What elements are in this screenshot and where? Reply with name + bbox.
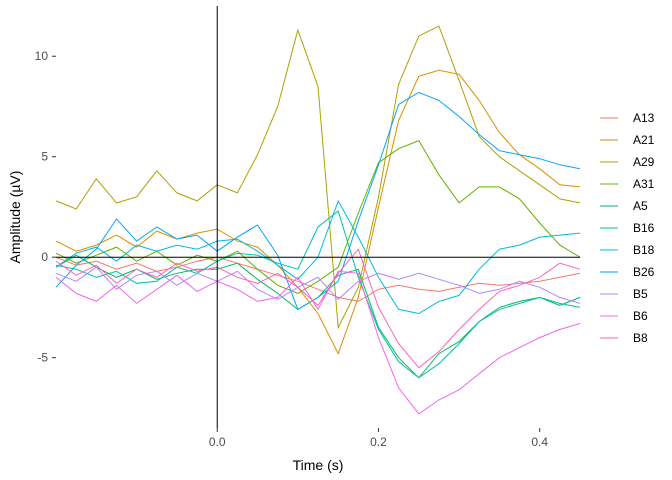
legend: A13 A21 A29 A31 A5 B16 B18 B26 B5 B6 B8 [600, 111, 655, 345]
y-tick-label: 10 [35, 49, 49, 63]
x-tick-label: 0.0 [209, 435, 226, 449]
series-line-a21 [55, 69, 581, 355]
legend-label: A31 [633, 177, 655, 191]
series-line-b5 [55, 266, 581, 304]
legend-label: B8 [633, 331, 648, 345]
legend-label: B18 [633, 243, 655, 257]
series-line-b16 [55, 210, 581, 379]
y-tick-label: -5 [37, 351, 48, 365]
legend-label: B6 [633, 309, 648, 323]
legend-label: B5 [633, 287, 648, 301]
reference-lines [56, 6, 580, 428]
legend-label: A13 [633, 111, 655, 125]
y-tick-label: 5 [41, 150, 48, 164]
legend-label: B16 [633, 221, 655, 235]
x-tick-label: 0.4 [531, 435, 548, 449]
legend-label: A5 [633, 199, 648, 213]
legend-label: A29 [633, 155, 655, 169]
x-axis-title: Time (s) [293, 457, 344, 473]
series-line-b8 [55, 248, 581, 369]
series-line-a5 [55, 254, 581, 379]
y-tick-label: 0 [41, 250, 48, 264]
axes: -5 0 5 10 0.0 0.2 0.4 [35, 49, 549, 449]
series-line-a13 [55, 256, 581, 302]
x-tick-label: 0.2 [370, 435, 387, 449]
series-line-a29 [55, 25, 581, 330]
y-axis-title: Amplitude (µV) [7, 171, 23, 264]
series-layer [55, 25, 581, 415]
legend-label: A21 [633, 133, 655, 147]
series-line-a31 [55, 139, 581, 294]
legend-label: B26 [633, 265, 655, 279]
series-line-b26 [55, 91, 581, 311]
series-line-b6 [55, 270, 581, 415]
